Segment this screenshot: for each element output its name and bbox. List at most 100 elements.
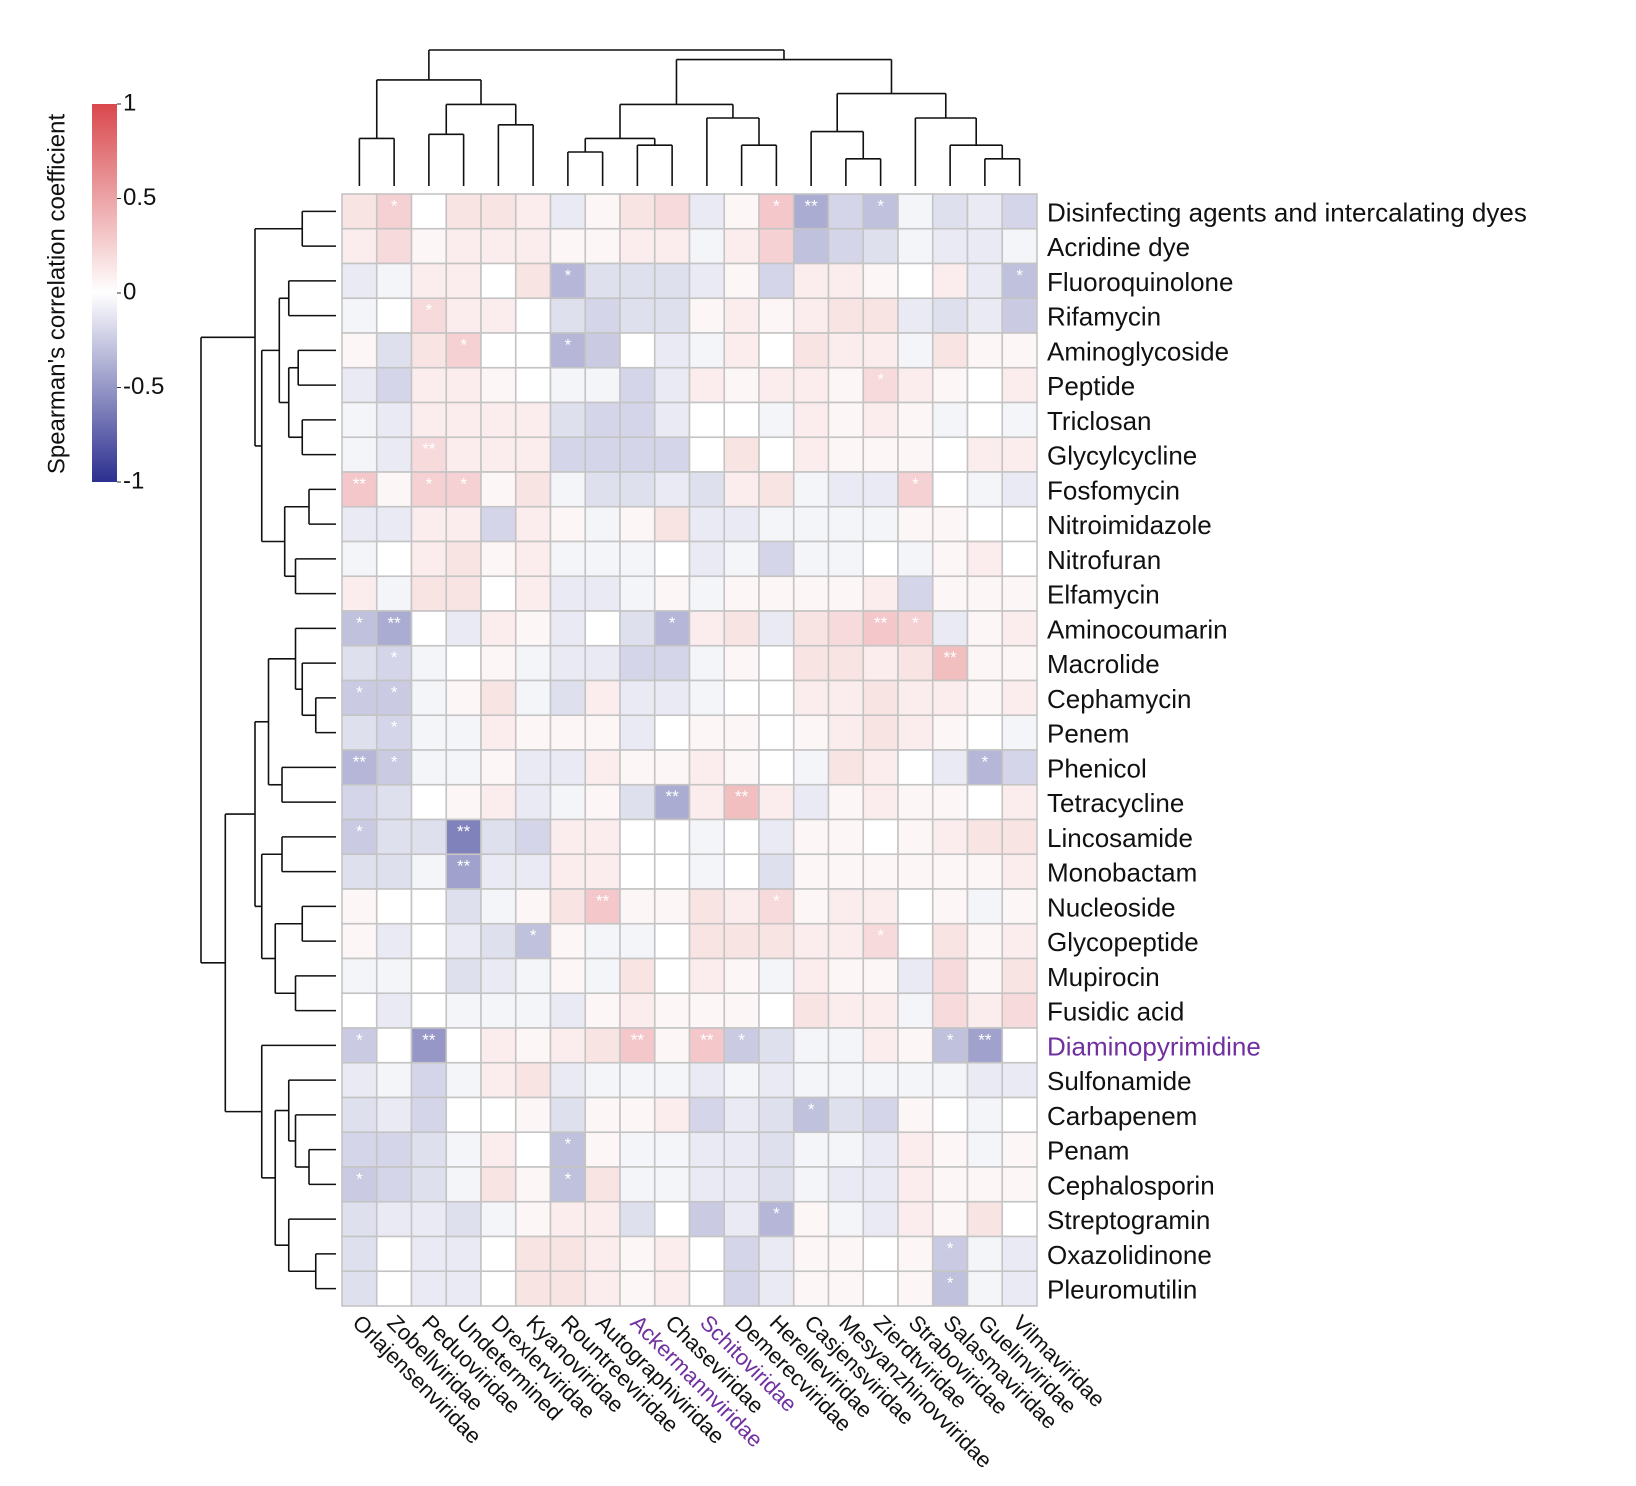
heatmap-cell bbox=[375, 436, 413, 473]
heatmap-cell bbox=[827, 401, 865, 439]
row-label: Oxazolidinone bbox=[1047, 1240, 1212, 1270]
heatmap-cell bbox=[688, 471, 726, 508]
significance-label: ** bbox=[874, 613, 888, 632]
heatmap-cell bbox=[445, 366, 482, 404]
row-label: Fluoroquinolone bbox=[1047, 267, 1233, 297]
significance-label: * bbox=[947, 1274, 954, 1293]
heatmap-cell bbox=[723, 575, 760, 612]
heatmap-cell bbox=[410, 818, 448, 856]
heatmap-cell bbox=[584, 193, 621, 230]
heatmap-cell bbox=[1001, 366, 1038, 404]
heatmap-cell bbox=[897, 1270, 934, 1307]
heatmap-cell bbox=[445, 714, 482, 751]
colorbar-tick-label: 0 bbox=[123, 278, 136, 305]
heatmap-cell bbox=[619, 992, 656, 1029]
heatmap-cell bbox=[341, 1166, 378, 1203]
heatmap-cell bbox=[375, 366, 413, 404]
heatmap-cell bbox=[480, 227, 517, 265]
heatmap-cell bbox=[931, 471, 969, 508]
heatmap-cell bbox=[584, 714, 621, 751]
heatmap-cell bbox=[410, 1270, 448, 1307]
significance-label: * bbox=[738, 1030, 745, 1049]
heatmap-cell bbox=[445, 1096, 482, 1134]
heatmap-cell bbox=[480, 436, 517, 473]
row-label: Fusidic acid bbox=[1047, 997, 1184, 1027]
heatmap-cell bbox=[341, 401, 378, 439]
heatmap-cell bbox=[584, 679, 621, 717]
heatmap-cell bbox=[1001, 193, 1038, 230]
heatmap-cell bbox=[480, 401, 517, 439]
heatmap-cell bbox=[792, 540, 830, 578]
heatmap-cell bbox=[827, 610, 865, 647]
heatmap-cell bbox=[480, 1200, 517, 1238]
heatmap-cell bbox=[619, 1200, 656, 1238]
heatmap-cell bbox=[897, 957, 934, 995]
heatmap-cell bbox=[688, 1061, 726, 1099]
heatmap-cell bbox=[410, 749, 448, 786]
heatmap-cell bbox=[584, 575, 621, 612]
row-label: Aminoglycoside bbox=[1047, 336, 1229, 366]
heatmap-cell bbox=[410, 644, 448, 682]
heatmap-cell bbox=[758, 1027, 795, 1064]
heatmap-cell bbox=[758, 749, 795, 786]
heatmap-cell bbox=[341, 853, 378, 890]
heatmap-cell bbox=[827, 1061, 865, 1099]
heatmap-cell bbox=[445, 297, 482, 334]
heatmap-cell bbox=[341, 262, 378, 300]
heatmap-cell bbox=[1001, 957, 1038, 995]
heatmap-cell bbox=[584, 749, 621, 786]
heatmap-cell bbox=[549, 1270, 587, 1307]
heatmap-cell bbox=[653, 853, 691, 890]
heatmap-cell bbox=[619, 783, 656, 821]
heatmap-cell bbox=[584, 540, 621, 578]
heatmap-cell bbox=[688, 193, 726, 230]
heatmap-cell bbox=[897, 818, 934, 856]
heatmap-cell bbox=[758, 679, 795, 717]
heatmap-cell bbox=[653, 888, 691, 925]
heatmap-cell bbox=[931, 227, 969, 265]
heatmap-cell bbox=[410, 853, 448, 890]
heatmap-cell bbox=[341, 1131, 378, 1168]
heatmap-cell bbox=[723, 888, 760, 925]
heatmap-cell bbox=[897, 1131, 934, 1168]
heatmap-cell bbox=[549, 262, 587, 300]
heatmap-cell bbox=[758, 471, 795, 508]
heatmap-cell bbox=[549, 505, 587, 543]
heatmap-cell bbox=[653, 1166, 691, 1203]
heatmap-cell bbox=[966, 922, 1004, 960]
heatmap-cell bbox=[758, 227, 795, 265]
heatmap-cell bbox=[514, 227, 552, 265]
heatmap-cell bbox=[480, 366, 517, 404]
significance-label: * bbox=[391, 648, 398, 667]
heatmap-cell bbox=[445, 957, 482, 995]
heatmap-cell bbox=[1001, 262, 1038, 300]
heatmap-cell bbox=[514, 575, 552, 612]
row-label: Carbapenem bbox=[1047, 1101, 1197, 1131]
heatmap-cell bbox=[897, 436, 934, 473]
heatmap-cell bbox=[480, 1166, 517, 1203]
heatmap-cell bbox=[619, 575, 656, 612]
heatmap-cell bbox=[931, 332, 969, 369]
significance-label: ** bbox=[666, 787, 680, 806]
heatmap-cell bbox=[341, 714, 378, 751]
row-label: Macrolide bbox=[1047, 649, 1160, 679]
heatmap-cell bbox=[897, 1200, 934, 1238]
heatmap-cell bbox=[931, 922, 969, 960]
heatmap-cell bbox=[758, 610, 795, 647]
heatmap-cell bbox=[480, 922, 517, 960]
heatmap-cell bbox=[445, 1200, 482, 1238]
heatmap-cell bbox=[827, 783, 865, 821]
heatmap-cell bbox=[966, 853, 1004, 890]
heatmap-cell bbox=[758, 783, 795, 821]
heatmap-cell bbox=[410, 1096, 448, 1134]
heatmap-cell bbox=[341, 366, 378, 404]
heatmap-cell bbox=[445, 1027, 482, 1064]
heatmap-cell bbox=[549, 297, 587, 334]
heatmap-cell bbox=[619, 888, 656, 925]
heatmap-cell bbox=[584, 366, 621, 404]
row-label: Glycylcycline bbox=[1047, 441, 1197, 471]
heatmap-cell bbox=[584, 401, 621, 439]
heatmap-cell bbox=[931, 818, 969, 856]
heatmap-cell bbox=[1001, 888, 1038, 925]
significance-label: ** bbox=[353, 474, 367, 493]
